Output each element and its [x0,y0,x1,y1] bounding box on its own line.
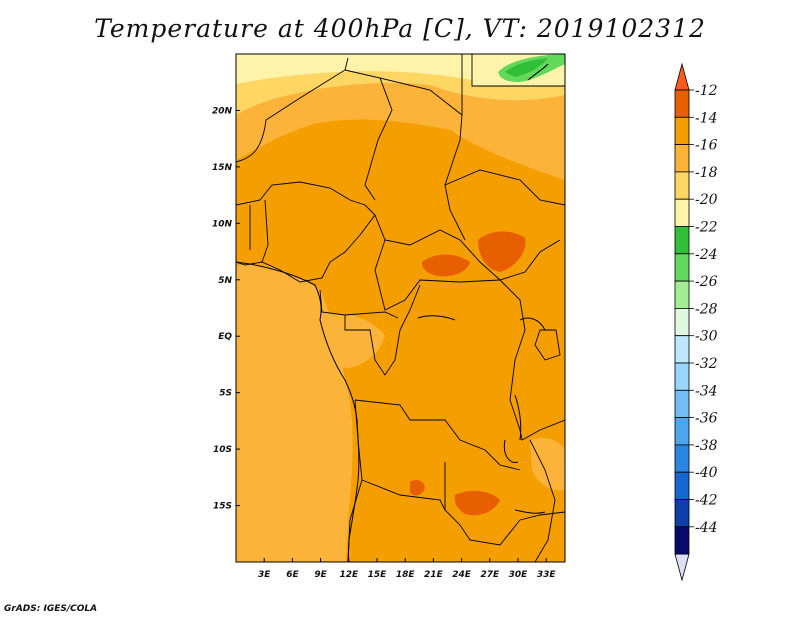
field-patch-east [530,438,565,491]
colorbar-segment [674,171,690,200]
field-region-minus16-18-west [236,264,353,562]
lat-tick-label: 5N [218,276,232,286]
colorbar-label: -34 [695,383,718,399]
colorbar-label: -38 [695,438,718,454]
colorbar-label: -42 [695,493,718,509]
lat-tick-label: 5S [219,389,232,399]
coastlines [236,63,549,562]
field-patch-minus12-14-1 [478,231,526,272]
lon-tick-label: 18E [396,570,416,580]
lat-tick-label: 10S [213,445,232,455]
colorbar-segment [674,499,690,528]
lon-tick-label: 21E [424,570,444,580]
lon-tick-label: 33E [537,570,557,580]
colorbar-segment [674,116,690,146]
colorbar-label: -32 [695,356,718,372]
colorbar: -12 -14 -16 -18 -20 -22 -24 -26 -28 -30 -32 -34 -36 -… [674,62,718,582]
lat-tick-label: EQ [218,332,232,342]
colorbar-bottom-arrow [674,553,690,582]
colorbar-label: -22 [695,220,718,236]
lon-tick-label: 15E [368,570,388,580]
colorbar-label: -36 [695,411,718,427]
country-borders [236,54,565,562]
map-plot-area [236,54,565,562]
field-patch-central-1 [323,313,385,369]
colorbar-label: -28 [695,301,718,317]
colorbar-label: -40 [695,465,718,481]
lon-tick-label: 27E [480,570,500,580]
colorbar-label: -20 [695,192,718,208]
field-patch-minus12-14-2 [422,254,470,277]
colorbar-segment [674,444,690,473]
colorbar-segment [674,144,690,173]
colorbar-label: -14 [695,110,718,126]
colorbar-label: -12 [695,83,718,99]
field-patch-minus12-14-4 [410,480,425,496]
colorbar-segment [674,471,690,500]
lon-tick-label: 6E [286,570,299,580]
field-region-minus20-22 [236,54,472,84]
lon-tick-label: 3E [258,570,271,580]
lon-tick-label: 12E [339,570,359,580]
colorbar-segment [674,280,690,309]
colorbar-segment [674,362,690,391]
longitude-axis: 3E 6E 9E 12E 15E 18E 21E 24E 27E 30E 33E [258,558,556,580]
colorbar-label: -24 [695,247,718,263]
colorbar-label: -16 [695,138,718,154]
lat-tick-label: 15S [213,502,232,512]
footer-credit: GrADS: IGES/COLA [4,604,98,614]
colorbar-label: -18 [695,165,718,181]
lat-tick-label: 10N [212,219,233,229]
colorbar-segment [674,335,690,364]
colorbar-segment [674,226,690,255]
colorbar-segment [674,198,690,227]
lon-tick-label: 24E [452,570,472,580]
lon-tick-label: 30E [509,570,529,580]
colorbar-segment [674,89,690,118]
colorbar-segment [674,253,690,282]
colorbar-segment [674,307,690,337]
latitude-axis: 20N 15N 10N 5N EQ 5S 10S 15S [212,106,240,512]
colorbar-segment [674,417,690,446]
colorbar-label: -26 [695,274,718,290]
field-patch-minus12-14-3 [454,490,500,516]
lat-tick-label: 20N [212,106,233,116]
lon-tick-label: 9E [314,570,327,580]
page-title: Temperature at 400hPa [C], VT: 201910231… [94,14,706,43]
colorbar-segment [674,526,690,555]
lat-tick-label: 15N [212,163,233,173]
colorbar-top-arrow [674,62,690,91]
map-frame [235,53,566,563]
colorbar-segment [674,389,690,418]
field-region-minus22-24 [505,58,548,77]
colorbar-label: -30 [695,329,718,345]
colorbar-label: -44 [695,520,718,536]
